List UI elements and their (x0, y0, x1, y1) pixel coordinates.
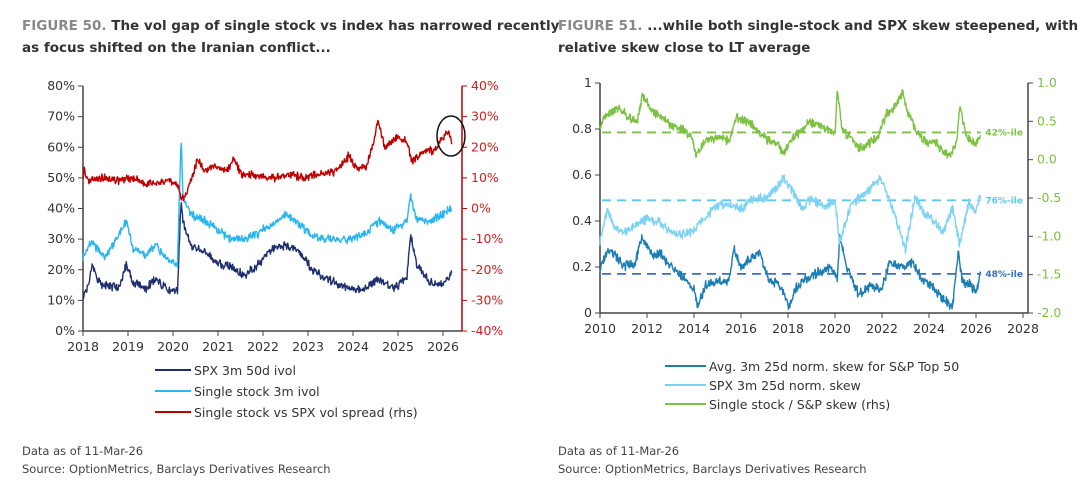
highlight-circle (436, 115, 466, 157)
percentile-label: 48%-ile (985, 270, 1023, 280)
series-line-single-stock-s-p-skew-rhs- (599, 89, 982, 159)
fig50-title-line2: as focus shifted on the Iranian conflict… (22, 40, 331, 56)
left-y-tick-label: 0% (55, 323, 75, 338)
percentile-label: 76%-ile (985, 196, 1023, 206)
right-y-tick-label: 20% (471, 139, 499, 154)
right-y-tick-label: 0% (471, 201, 491, 216)
legend-label: Single stock vs SPX vol spread (rhs) (194, 405, 418, 420)
legend-label: SPX 3m 50d ivol (194, 363, 296, 378)
right-y-tick-label: 30% (471, 109, 499, 124)
x-tick-label: 2016 (725, 321, 757, 336)
series-line-single-stock-vs-spx-vol-spread-rhs- (82, 119, 453, 202)
right-y-tick-label: 10% (471, 170, 499, 185)
x-tick-label: 2025 (382, 339, 414, 354)
left-y-tick-label: 1 (584, 75, 592, 90)
fig51-title-line2: relative skew close to LT average (558, 40, 810, 56)
legend-label: Avg. 3m 25d norm. skew for S&P Top 50 (709, 359, 959, 374)
legend-label: SPX 3m 25d norm. skew (709, 378, 861, 393)
left-y-tick-label: 0 (584, 305, 592, 320)
fig51-source-note: Source: OptionMetrics, Barclays Derivati… (558, 462, 867, 476)
right-y-tick-label: -20% (471, 262, 503, 277)
percentile-label: 42%-ile (985, 128, 1023, 138)
x-tick-label: 2021 (202, 339, 234, 354)
x-tick-label: 2022 (247, 339, 279, 354)
x-tick-label: 2026 (960, 321, 992, 336)
left-y-tick-label: 60% (47, 139, 75, 154)
series-line-single-stock-3m-ivol (82, 142, 453, 268)
x-tick-label: 2014 (678, 321, 710, 336)
left-y-tick-label: 70% (47, 109, 75, 124)
x-tick-label: 2020 (819, 321, 851, 336)
fig50-date-note: Data as of 11-Mar-26 (22, 444, 143, 458)
fig51-chart: 0 0.2 0.4 0.6 0.8 1 -2.0 -1.5 -1.0 -0.5 0.0 0.5 1.0 2… (572, 75, 1061, 336)
left-y-tick-label: 0.6 (572, 167, 592, 182)
right-y-tick-label: -1.5 (1037, 267, 1061, 282)
right-y-tick-label: 0.0 (1037, 152, 1057, 167)
x-tick-label: 2012 (631, 321, 663, 336)
series-line-avg-3m-25d-norm-skew-for-s-p-top-50 (599, 233, 982, 310)
fig50-title-line1: FIGURE 50. The vol gap of single stock v… (22, 18, 560, 34)
legend-label: Single stock 3m ivol (194, 384, 320, 399)
x-tick-label: 2010 (584, 321, 616, 336)
right-y-tick-label: -0.5 (1037, 190, 1061, 205)
fig50-chart: 0% 10% 20% 30% 40% 50% 60% 70% 80% -40% -30% -20% -1… (47, 78, 503, 354)
x-tick-label: 2023 (292, 339, 324, 354)
right-y-tick-label: -40% (471, 323, 503, 338)
right-y-tick-label: 40% (471, 78, 499, 93)
left-y-tick-label: 0.4 (572, 213, 592, 228)
right-y-tick-label: -30% (471, 292, 503, 307)
left-y-tick-label: 40% (47, 201, 75, 216)
fig50-legend: SPX 3m 50d ivol Single stock 3m ivol Sin… (155, 363, 418, 420)
right-y-tick-label: -10% (471, 231, 503, 246)
x-tick-label: 2024 (337, 339, 369, 354)
x-tick-label: 2026 (427, 339, 459, 354)
left-y-tick-label: 20% (47, 262, 75, 277)
legend-label: Single stock / S&P skew (rhs) (709, 397, 890, 412)
x-tick-label: 2018 (772, 321, 804, 336)
right-y-tick-label: 0.5 (1037, 113, 1057, 128)
fig51-date-note: Data as of 11-Mar-26 (558, 444, 679, 458)
x-tick-label: 2022 (866, 321, 898, 336)
fig51-title-line1: FIGURE 51. ...while both single-stock an… (558, 18, 1078, 34)
x-tick-label: 2019 (112, 339, 144, 354)
left-y-tick-label: 30% (47, 231, 75, 246)
fig50-source-note: Source: OptionMetrics, Barclays Derivati… (22, 462, 331, 476)
right-y-tick-label: 1.0 (1037, 75, 1057, 90)
x-tick-label: 2020 (157, 339, 189, 354)
left-y-tick-label: 0.2 (572, 259, 592, 274)
left-y-tick-label: 0.8 (572, 121, 592, 136)
left-y-tick-label: 10% (47, 292, 75, 307)
x-tick-label: 2024 (913, 321, 945, 336)
x-tick-label: 2028 (1007, 321, 1039, 336)
right-y-tick-label: -2.0 (1037, 305, 1061, 320)
series-line-spx-3m-25d-norm-skew (599, 174, 982, 255)
series-line-spx-3m-50d-ivol (82, 202, 453, 301)
fig51-legend: Avg. 3m 25d norm. skew for S&P Top 50 SP… (665, 359, 959, 412)
right-y-tick-label: -1.0 (1037, 228, 1061, 243)
left-y-tick-label: 50% (47, 170, 75, 185)
left-y-tick-label: 80% (47, 78, 75, 93)
x-tick-label: 2018 (67, 339, 99, 354)
